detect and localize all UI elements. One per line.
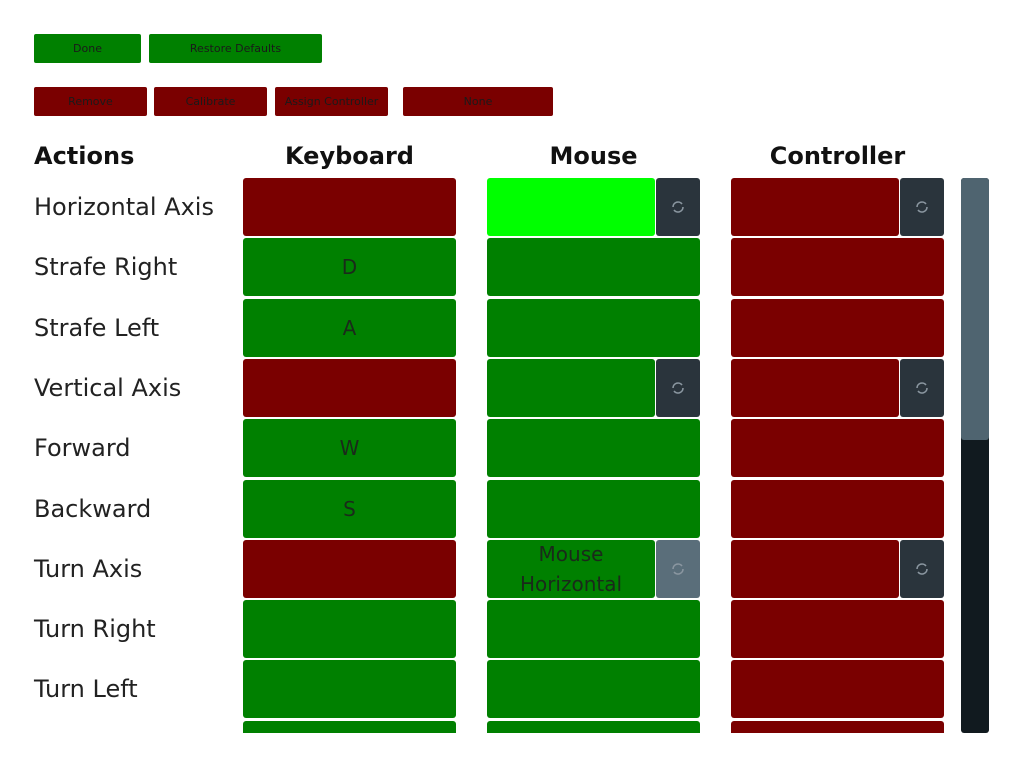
action-label: Strafe Right xyxy=(34,253,178,282)
calibrate-button[interactable] xyxy=(656,358,700,417)
binding-cell[interactable] xyxy=(731,539,899,598)
column-header: Actions xyxy=(34,142,135,170)
binding-cell[interactable] xyxy=(731,358,899,417)
scroll-thumb[interactable] xyxy=(961,178,989,440)
binding-cell[interactable] xyxy=(487,479,700,538)
calibrate-button[interactable] xyxy=(656,178,700,236)
action-label: Turn Left xyxy=(34,675,138,704)
binding-cell[interactable] xyxy=(487,660,700,719)
binding-cell[interactable] xyxy=(243,539,456,598)
action-label: Backward xyxy=(34,494,152,523)
column-header: Keyboard xyxy=(285,142,414,170)
button[interactable]: Done xyxy=(34,34,141,63)
action-label: Turn Right xyxy=(34,615,156,644)
scrollbar[interactable] xyxy=(961,178,989,733)
calibrate-icon xyxy=(916,382,928,394)
binding-cell[interactable] xyxy=(731,419,944,478)
action-label: Strafe Left xyxy=(34,313,160,342)
binding-cell[interactable] xyxy=(731,238,944,297)
binding-cell[interactable] xyxy=(243,178,456,236)
binding-list: Horizontal Axis Strafe Right D Strafe Left A… xyxy=(0,178,960,733)
binding-cell[interactable] xyxy=(487,358,655,417)
calibrate-button[interactable] xyxy=(900,358,944,417)
column-header: Controller xyxy=(769,142,906,170)
binding-cell[interactable]: Left Mouse xyxy=(487,720,700,733)
calibrate-icon xyxy=(672,201,684,213)
binding-cell[interactable] xyxy=(487,178,655,236)
binding-cell[interactable] xyxy=(243,358,456,417)
binding-cell[interactable]: S xyxy=(243,479,456,538)
button[interactable]: Remove xyxy=(34,87,147,116)
calibrate-button[interactable] xyxy=(900,178,944,236)
binding-cell[interactable] xyxy=(731,178,899,236)
binding-cell[interactable] xyxy=(243,720,456,733)
binding-cell[interactable] xyxy=(731,479,944,538)
action-label: Vertical Axis xyxy=(34,373,182,402)
calibrate-icon xyxy=(672,382,684,394)
binding-cell[interactable] xyxy=(731,660,944,719)
column-header: Mouse xyxy=(549,142,638,170)
calibrate-icon xyxy=(916,563,928,575)
action-label: Forward xyxy=(34,434,131,463)
binding-cell[interactable]: D xyxy=(243,238,456,297)
binding-cell[interactable] xyxy=(731,720,944,733)
action-label: Horizontal Axis xyxy=(34,193,214,221)
binding-cell[interactable] xyxy=(487,419,700,478)
binding-cell[interactable]: Mouse Horizontal xyxy=(487,539,655,598)
binding-cell[interactable] xyxy=(243,600,456,659)
calibrate-button[interactable] xyxy=(656,539,700,598)
binding-cell[interactable]: W xyxy=(243,419,456,478)
binding-cell[interactable] xyxy=(487,298,700,357)
button[interactable]: Calibrate xyxy=(154,87,267,116)
binding-cell[interactable] xyxy=(731,298,944,357)
button[interactable]: None xyxy=(403,87,553,116)
calibrate-icon xyxy=(672,563,684,575)
binding-cell[interactable] xyxy=(243,660,456,719)
action-label: Turn Axis xyxy=(34,554,143,583)
button[interactable]: Assign Controller xyxy=(275,87,388,116)
calibrate-icon xyxy=(916,201,928,213)
binding-cell[interactable] xyxy=(731,600,944,659)
button[interactable]: Restore Defaults xyxy=(149,34,322,63)
binding-cell[interactable] xyxy=(487,238,700,297)
binding-cell[interactable]: A xyxy=(243,298,456,357)
calibrate-button[interactable] xyxy=(900,539,944,598)
binding-cell[interactable] xyxy=(487,600,700,659)
